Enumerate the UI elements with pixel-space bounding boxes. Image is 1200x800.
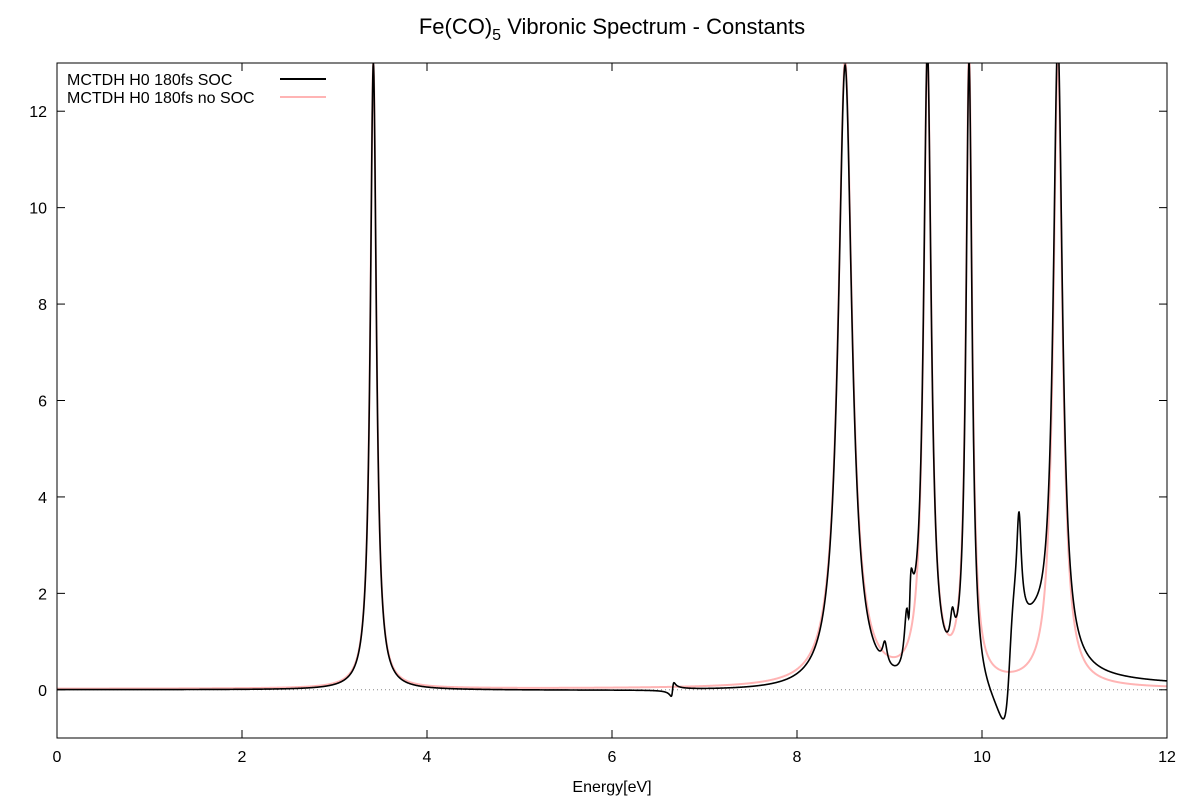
y-tick-label: 8 [38,297,47,314]
y-ticks: 0 2 4 6 8 10 12 [29,104,1167,700]
x-ticks: 0 2 4 6 8 10 12 [53,63,1176,766]
x-tick-label: 6 [608,749,617,766]
chart-title-main: Fe(CO) [419,14,492,39]
x-tick-label: 10 [973,749,991,766]
series-group [57,63,1167,720]
x-tick-label: 2 [238,749,247,766]
plot-frame [56,62,1168,739]
x-axis-label: Energy[eV] [572,779,651,796]
x-tick-label: 12 [1158,749,1176,766]
x-tick-label: 8 [793,749,802,766]
series-line-soc [57,63,1167,720]
series-line-no-soc [57,63,1167,690]
legend-label-no-soc: MCTDH H0 180fs no SOC [67,90,255,107]
y-tick-label: 6 [38,394,47,411]
x-tick-label: 4 [423,749,432,766]
chart-title: Fe(CO)5 Vibronic Spectrum - Constants [419,14,805,44]
legend: MCTDH H0 180fs SOC MCTDH H0 180fs no SOC [67,72,326,107]
chart-title-rest: Vibronic Spectrum - Constants [501,14,805,39]
y-tick-label: 0 [38,683,47,700]
legend-label-soc: MCTDH H0 180fs SOC [67,72,232,89]
y-tick-label: 2 [38,586,47,603]
chart-title-subscript: 5 [492,27,501,44]
y-tick-label: 10 [29,201,47,218]
x-tick-label: 0 [53,749,62,766]
y-tick-label: 4 [38,490,47,507]
y-tick-label: 12 [29,104,47,121]
